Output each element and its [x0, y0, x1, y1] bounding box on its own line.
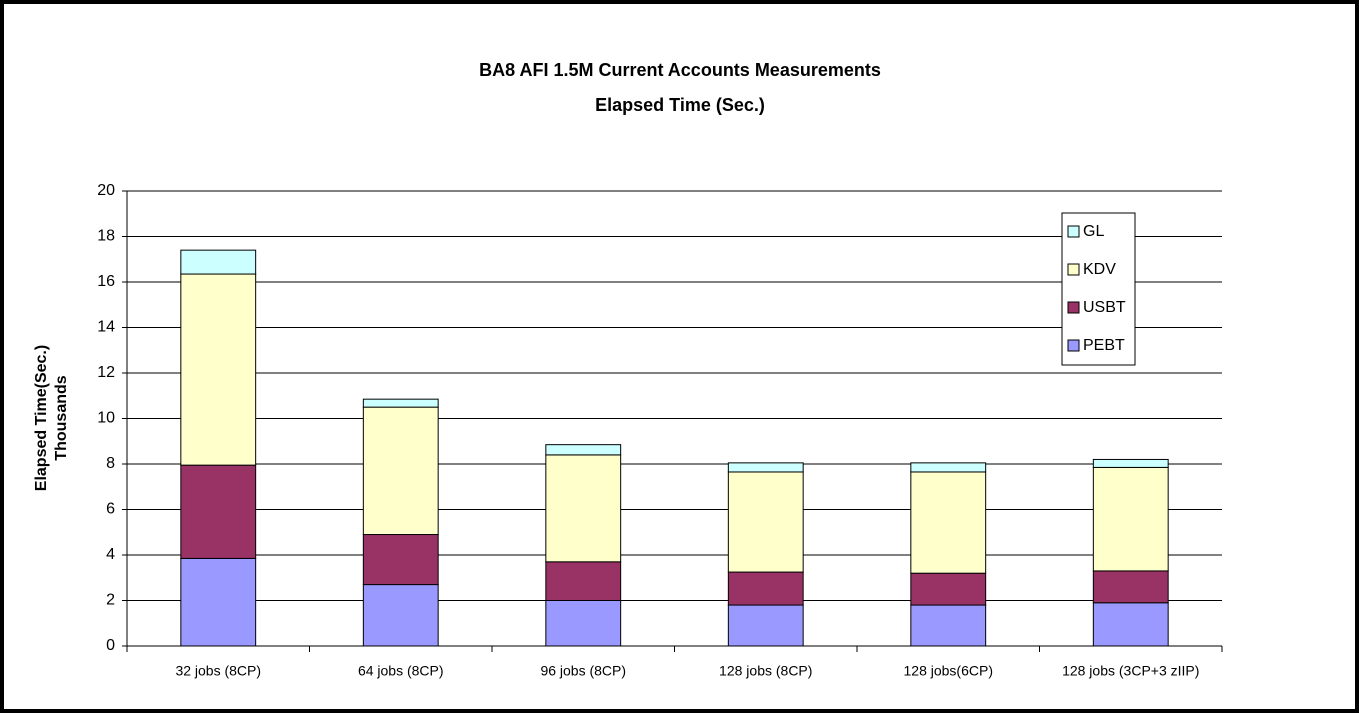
- y-tick-label: 4: [106, 546, 115, 563]
- bar-segment: [910, 572, 987, 606]
- bar-segment: [545, 561, 622, 602]
- y-tick-label: 2: [106, 592, 115, 609]
- y-axis-label: Elapsed Time(Sec.): [33, 345, 50, 491]
- legend-swatch: [1067, 301, 1080, 314]
- bar-segment: [1092, 466, 1169, 572]
- y-tick-label: 6: [106, 501, 115, 518]
- bar-segment: [910, 471, 987, 574]
- bar-segment: [180, 273, 257, 466]
- legend-label: USBT: [1083, 299, 1126, 316]
- y-tick-label: 14: [97, 319, 115, 336]
- y-tick-label: 10: [97, 410, 115, 427]
- chart-subtitle: Elapsed Time (Sec.): [595, 95, 765, 115]
- y-tick-label: 0: [106, 637, 115, 654]
- bar-segment: [362, 584, 439, 647]
- bar-segment: [727, 462, 804, 473]
- x-tick-label: 64 jobs (8CP): [358, 663, 444, 679]
- legend-box: [1061, 212, 1136, 366]
- bar-segment: [910, 604, 987, 647]
- bar-segment: [180, 464, 257, 559]
- x-tick-label: 128 jobs(6CP): [904, 663, 994, 679]
- bar-segment: [727, 571, 804, 606]
- x-tick-label: 128 jobs (3CP+3 zIIP): [1062, 663, 1199, 679]
- bar-segment: [1092, 458, 1169, 468]
- y-tick-label: 8: [106, 455, 115, 472]
- legend-swatch: [1067, 225, 1080, 238]
- legend-swatch: [1067, 339, 1080, 352]
- x-tick-label: 128 jobs (8CP): [719, 663, 812, 679]
- legend-label: KDV: [1083, 261, 1116, 278]
- bar-segment: [1092, 602, 1169, 647]
- bar-segment: [727, 604, 804, 647]
- bar-segment: [545, 454, 622, 563]
- legend-label: GL: [1083, 223, 1104, 240]
- bar-segment: [545, 444, 622, 456]
- y-tick-label: 18: [97, 228, 115, 245]
- x-tick-label: 96 jobs (8CP): [540, 663, 626, 679]
- bar-segment: [1092, 570, 1169, 604]
- legend-label: PEBT: [1083, 337, 1125, 354]
- bar-segment: [180, 249, 257, 275]
- bar-segment: [545, 600, 622, 647]
- y-axis-unit: Thousands: [53, 375, 70, 460]
- y-tick-label: 12: [97, 364, 115, 381]
- legend-swatch: [1067, 263, 1080, 276]
- bar-segment: [362, 534, 439, 586]
- bar-segment: [362, 398, 439, 408]
- y-tick-label: 20: [97, 182, 115, 199]
- chart-title: BA8 AFI 1.5M Current Accounts Measuremen…: [479, 60, 881, 80]
- y-tick-label: 16: [97, 273, 115, 290]
- bar-segment: [362, 406, 439, 536]
- bar-segment: [727, 471, 804, 573]
- bar-segment: [910, 462, 987, 473]
- x-tick-label: 32 jobs (8CP): [175, 663, 261, 679]
- bar-segment: [180, 557, 257, 647]
